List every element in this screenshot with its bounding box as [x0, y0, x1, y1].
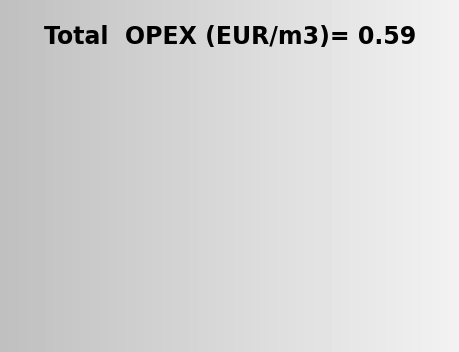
Text: 0.28: 0.28 [77, 226, 115, 241]
Text: 0.16: 0.16 [186, 136, 223, 151]
Wedge shape [151, 76, 265, 205]
Legend: Energy, Chemical, Sludge, Manhour: Energy, Chemical, Sludge, Manhour [316, 125, 442, 255]
Wedge shape [151, 190, 264, 285]
Text: 0.07: 0.07 [107, 117, 145, 132]
Wedge shape [38, 106, 214, 304]
Text: 0.08: 0.08 [193, 220, 230, 235]
Text: Total  OPEX (EUR/m3)= 0.59: Total OPEX (EUR/m3)= 0.59 [44, 25, 415, 49]
Wedge shape [74, 76, 151, 190]
